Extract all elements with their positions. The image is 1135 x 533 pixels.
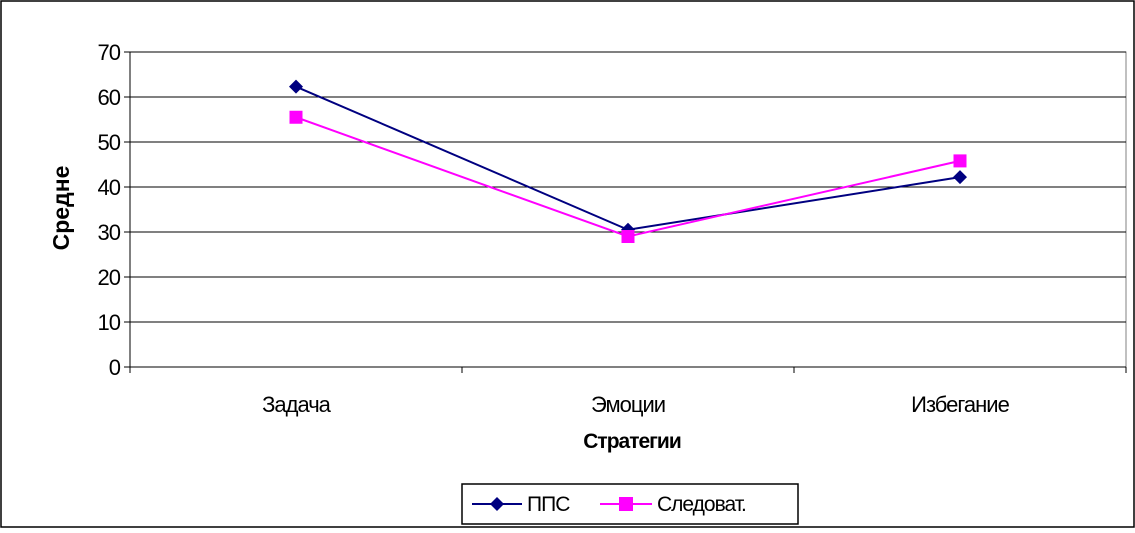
series-1-point-0 [289, 110, 303, 124]
gridlines [130, 51, 1126, 323]
x-tick-label-0: Задача [262, 392, 332, 417]
plot-area [129, 51, 1127, 368]
axes: 0 10 20 30 40 50 60 70 Задача Эмоции Избегание [98, 40, 1127, 417]
legend-label-sled: Следоват. [657, 493, 746, 516]
y-tick-label-6: 60 [98, 85, 121, 110]
series-1-point-2 [953, 154, 967, 168]
legend-label-pps: ППС [527, 493, 570, 516]
x-axis-title: Стратегии [583, 430, 681, 453]
series-layer [289, 79, 967, 243]
y-tick-label-4: 40 [98, 175, 121, 200]
y-axis-title: Средне [48, 166, 74, 251]
legend: ППС Следоват. [461, 483, 799, 525]
legend-marker-pps [490, 497, 504, 511]
y-tick-label-7: 70 [98, 40, 121, 65]
series-1-point-1 [621, 230, 635, 243]
legend-marker-sled [619, 497, 633, 511]
y-tick-label-1: 10 [98, 310, 121, 335]
series-0-point-2 [953, 170, 967, 185]
legend-item-sled: Следоват. [600, 493, 747, 516]
x-tick-label-1: Эмоции [591, 392, 665, 417]
x-tick-label-2: Избегание [911, 392, 1009, 417]
y-tick-label-2: 20 [98, 265, 121, 290]
y-tick-label-3: 30 [98, 220, 121, 245]
y-tick-label-0: 0 [109, 355, 121, 380]
series-0-point-0 [289, 79, 303, 94]
y-tick-label-5: 50 [98, 130, 121, 155]
legend-item-pps: ППС [472, 493, 571, 516]
